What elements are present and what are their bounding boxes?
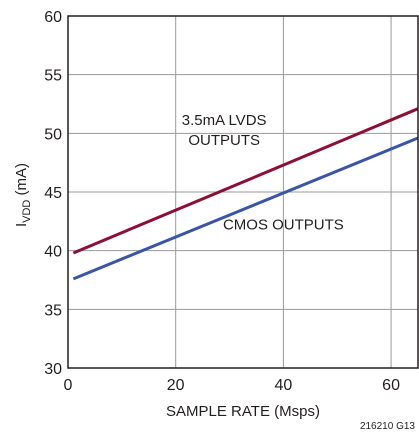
series-line-2: [72, 136, 419, 281]
y-axis-title-main: I: [13, 223, 30, 227]
y-axis-title-unit: (mA): [13, 163, 30, 200]
y-tick-label: 60: [44, 9, 62, 26]
y-tick-label: 50: [44, 126, 62, 143]
series-lines: [72, 107, 419, 281]
y-tick-label: 35: [44, 302, 62, 319]
y-tick-label: 30: [44, 361, 62, 378]
plot-frame: [67, 15, 419, 369]
grid: [68, 16, 418, 368]
plot-border: [67, 15, 419, 369]
annotation-line: CMOS OUTPUTS: [223, 217, 344, 234]
annotation: 3.5mA LVDS OUTPUTS: [182, 112, 267, 149]
x-tick-label: 20: [167, 377, 185, 394]
annotation: CMOS OUTPUTS: [223, 217, 344, 234]
y-axis-title: IVDD (mA): [13, 163, 33, 227]
annotations: 3.5mA LVDS OUTPUTS CMOS OUTPUTS: [182, 112, 344, 233]
annotation-line: 3.5mA LVDS: [182, 112, 267, 129]
y-tick-label: 45: [44, 185, 62, 202]
y-tick-label: 40: [44, 244, 62, 261]
y-tick-labels: 30 35 40 45 50 55 60: [44, 9, 62, 378]
figure-id: 216210 G13: [359, 421, 415, 432]
x-tick-label: 60: [382, 377, 400, 394]
series-line-1: [72, 107, 419, 255]
annotation-line: OUTPUTS: [188, 132, 260, 149]
x-axis-title: SAMPLE RATE (Msps): [166, 403, 320, 420]
x-tick-labels: 0 20 40 60: [64, 377, 401, 394]
y-tick-label: 55: [44, 68, 62, 85]
x-tick-label: 0: [64, 377, 73, 394]
y-axis-title-sub: VDD: [21, 200, 33, 223]
x-tick-label: 40: [274, 377, 292, 394]
